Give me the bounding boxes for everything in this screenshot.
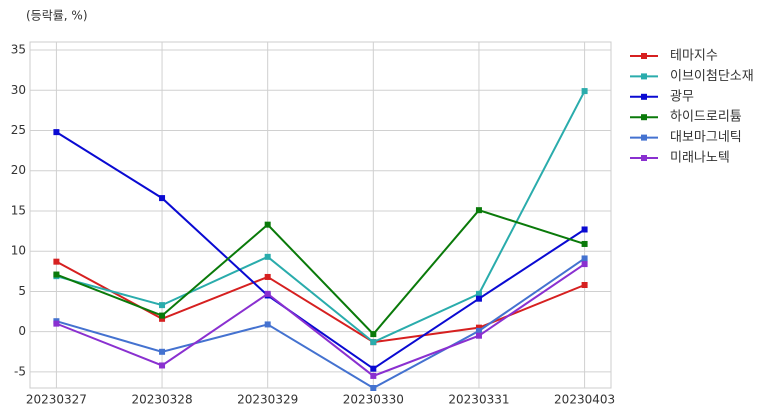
y-tick-label: -5 bbox=[14, 364, 26, 378]
point-marker bbox=[264, 221, 271, 228]
point-marker bbox=[53, 271, 60, 278]
point-marker bbox=[581, 282, 588, 289]
point-marker bbox=[581, 88, 588, 95]
point-marker bbox=[264, 273, 271, 280]
x-tick-label: 20230328 bbox=[132, 393, 193, 407]
point-marker bbox=[581, 261, 588, 268]
legend-marker bbox=[641, 53, 647, 59]
point-marker bbox=[581, 240, 588, 247]
legend-marker bbox=[641, 93, 647, 100]
point-marker bbox=[370, 365, 377, 372]
point-marker bbox=[53, 320, 60, 327]
legend-marker bbox=[641, 155, 647, 161]
legend-label: 하이드로리튬 bbox=[670, 110, 742, 125]
point-marker bbox=[53, 129, 60, 136]
point-marker bbox=[475, 207, 482, 214]
y-tick-label: 5 bbox=[18, 284, 26, 298]
legend-marker bbox=[641, 114, 647, 121]
point-marker bbox=[53, 258, 60, 265]
legend-marker bbox=[641, 134, 647, 141]
legend-label: 광무 bbox=[670, 89, 694, 104]
point-marker bbox=[475, 295, 482, 302]
y-axis-label: (등락률, %) bbox=[26, 9, 88, 23]
series-line bbox=[55, 131, 586, 370]
plot-frame bbox=[29, 41, 612, 389]
point-marker bbox=[264, 253, 271, 260]
point-marker bbox=[475, 327, 482, 334]
point-marker bbox=[370, 372, 377, 379]
series-line bbox=[56, 263, 586, 378]
y-tick-label: 35 bbox=[11, 43, 26, 57]
point-marker bbox=[159, 362, 166, 369]
point-marker bbox=[475, 324, 482, 331]
point-marker bbox=[264, 290, 271, 297]
point-marker bbox=[159, 302, 166, 309]
series-line bbox=[56, 257, 586, 390]
x-tick-label: 20230330 bbox=[343, 393, 404, 407]
point-marker bbox=[159, 315, 166, 322]
x-tick-label: 20230327 bbox=[26, 393, 87, 407]
point-marker bbox=[475, 290, 482, 297]
point-marker bbox=[581, 226, 588, 233]
series-line bbox=[56, 90, 586, 344]
legend-label: 이브이첨단소재 bbox=[670, 69, 754, 84]
y-tick-label: 25 bbox=[11, 123, 26, 137]
point-marker bbox=[370, 339, 377, 346]
point-marker bbox=[581, 255, 588, 262]
legend-marker bbox=[641, 73, 647, 80]
point-marker bbox=[370, 385, 377, 391]
legend-label: 대보마그네틱 bbox=[670, 130, 742, 145]
point-marker bbox=[159, 195, 166, 202]
point-marker bbox=[370, 331, 377, 338]
point-marker bbox=[264, 321, 271, 328]
series-line bbox=[56, 209, 585, 336]
y-tick-label: 30 bbox=[11, 83, 26, 97]
point-marker bbox=[475, 332, 482, 339]
x-tick-label: 20230331 bbox=[448, 393, 509, 407]
y-tick-label: 15 bbox=[11, 203, 26, 217]
point-marker bbox=[159, 312, 166, 319]
y-tick-label: 10 bbox=[11, 244, 26, 258]
x-tick-label: 20230403 bbox=[554, 393, 615, 407]
point-marker bbox=[159, 348, 166, 355]
legend-label: 미래나노텍 bbox=[670, 151, 730, 166]
series-line bbox=[55, 260, 585, 344]
x-tick-label: 20230329 bbox=[237, 393, 298, 407]
y-tick-label: 0 bbox=[18, 324, 26, 338]
legend-label: 테마지수 bbox=[670, 49, 718, 64]
y-tick-label: 20 bbox=[11, 163, 26, 177]
